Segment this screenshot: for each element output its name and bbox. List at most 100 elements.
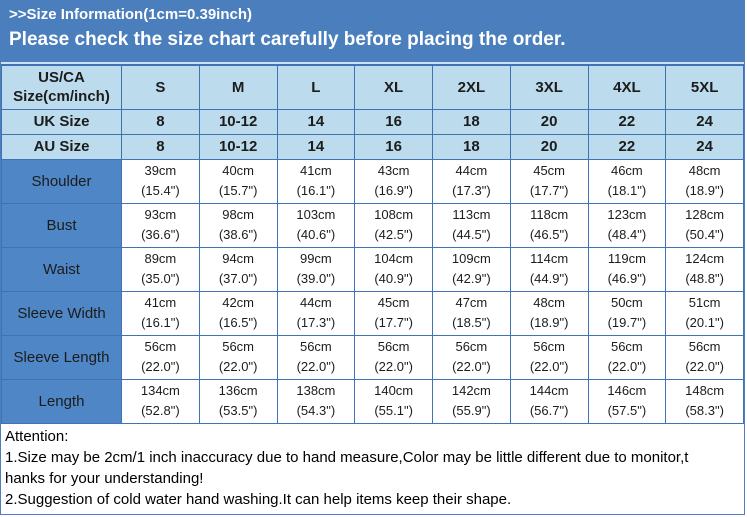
measurement-inch: (48.4") bbox=[607, 227, 647, 242]
measurement-inch: (42.9") bbox=[452, 271, 491, 286]
measurement-cm: 99cm bbox=[299, 251, 332, 266]
measurement-row: Sleeve Length 56cm (22.0") 56cm (22.0") 56cm (… bbox=[1, 334, 744, 380]
measurement-inch: (37.0") bbox=[218, 271, 258, 286]
measurement-cm: 48cm bbox=[533, 295, 566, 310]
measurement-cm: 39cm bbox=[144, 163, 177, 178]
measurement-inch: (15.7") bbox=[218, 183, 258, 198]
measurement-cell: 56cm (22.0") bbox=[354, 334, 433, 380]
measurement-inch: (40.6") bbox=[296, 227, 336, 242]
measurement-cell: 48cm (18.9") bbox=[665, 158, 744, 204]
measurement-cell: 41cm (16.1") bbox=[276, 158, 356, 204]
measurement-cm: 47cm bbox=[455, 295, 488, 310]
size-value-cell: 24 bbox=[665, 108, 744, 135]
measurement-cell: 138cm (54.3") bbox=[276, 378, 356, 424]
measurement-cm: 104cm bbox=[374, 251, 414, 266]
measurement-inch: (35.0") bbox=[141, 271, 180, 286]
measurement-cell: 56cm (22.0") bbox=[665, 334, 744, 380]
measurement-cell: 109cm (42.9") bbox=[432, 246, 511, 292]
measurement-inch: (16.9") bbox=[374, 183, 413, 198]
measurement-cell: 134cm (52.8") bbox=[121, 378, 200, 424]
measurement-inch: (18.9") bbox=[529, 315, 569, 330]
measurement-cm: 114cm bbox=[530, 251, 569, 266]
measurement-inch: (16.1") bbox=[141, 315, 180, 330]
measurement-cm: 42cm bbox=[222, 295, 255, 310]
measurement-inch: (17.7") bbox=[529, 183, 569, 198]
measurement-cell: 45cm (17.7") bbox=[509, 158, 589, 204]
measurement-inch: (19.7") bbox=[607, 315, 647, 330]
measurement-row: Bust 93cm (36.6") 98cm (38.6") 103cm (40.6") 10… bbox=[1, 202, 744, 248]
table-header-row: US/CA Size(cm/inch) S M L XL 2XL 3XL 4XL 5XL bbox=[1, 64, 744, 110]
measurement-cm: 41cm bbox=[299, 163, 332, 178]
measurement-cm: 146cm bbox=[607, 383, 647, 398]
measurement-cm: 56cm bbox=[222, 339, 255, 354]
measurement-cell: 44cm (17.3") bbox=[432, 158, 511, 204]
measurement-inch: (18.1") bbox=[607, 183, 647, 198]
measurement-inch: (20.1") bbox=[685, 315, 724, 330]
measurement-cm: 136cm bbox=[218, 383, 258, 398]
au-size-row: AU Size 8 10-12 14 16 18 20 22 24 bbox=[1, 133, 744, 160]
measurement-cell: 114cm (44.9") bbox=[509, 246, 589, 292]
measurement-cm: 119cm bbox=[607, 251, 646, 266]
measurement-cell: 41cm (16.1") bbox=[121, 290, 200, 336]
measurement-cell: 99cm (39.0") bbox=[276, 246, 356, 292]
measurement-cm: 109cm bbox=[451, 251, 491, 266]
measurement-inch: (22.0") bbox=[607, 359, 647, 374]
measurement-inch: (55.1") bbox=[374, 403, 413, 418]
measurement-cell: 119cm (46.9") bbox=[587, 246, 667, 292]
note-line: 1.Size may be 2cm/1 inch inaccuracy due … bbox=[5, 448, 689, 466]
size-table-body: US/CA Size(cm/inch) S M L XL 2XL 3XL 4XL 5XL UK Si… bbox=[1, 64, 744, 424]
size-value-cell: 20 bbox=[509, 108, 589, 135]
measurement-label: Bust bbox=[1, 202, 122, 248]
measurement-cm: 56cm bbox=[455, 339, 488, 354]
size-value-cell: 10-12 bbox=[198, 108, 278, 135]
size-value-cell: 22 bbox=[587, 108, 667, 135]
measurement-cell: 118cm (46.5") bbox=[509, 202, 589, 248]
measurement-cm: 144cm bbox=[529, 383, 569, 398]
measurement-cell: 123cm (48.4") bbox=[587, 202, 667, 248]
measurement-inch: (40.9") bbox=[374, 271, 413, 286]
banner: >>Size Information(1cm=0.39inch) Please … bbox=[1, 1, 744, 64]
measurement-inch: (53.5") bbox=[218, 403, 258, 418]
size-column-header: M bbox=[198, 64, 278, 110]
banner-size-info-title: >>Size Information(1cm=0.39inch) bbox=[9, 6, 252, 23]
measurement-inch: (17.7") bbox=[374, 315, 413, 330]
size-table: US/CA Size(cm/inch) S M L XL 2XL 3XL 4XL 5XL UK Si… bbox=[1, 64, 744, 424]
measurement-row: Shoulder 39cm (15.4") 40cm (15.7") 41cm (16.1"… bbox=[1, 158, 744, 204]
measurement-inch: (56.7") bbox=[529, 403, 569, 418]
size-value-cell: 18 bbox=[432, 133, 511, 160]
measurement-cm: 103cm bbox=[296, 207, 336, 222]
measurement-cm: 56cm bbox=[299, 339, 332, 354]
size-column-header: S bbox=[121, 64, 200, 110]
measurement-inch: (22.0") bbox=[685, 359, 724, 374]
notes-body: 1.Size may be 2cm/1 inch inaccuracy due … bbox=[5, 447, 740, 510]
measurement-inch: (22.0") bbox=[296, 359, 336, 374]
measurement-cm: 50cm bbox=[610, 295, 643, 310]
size-value-cell: 8 bbox=[121, 108, 200, 135]
measurement-cell: 104cm (40.9") bbox=[354, 246, 433, 292]
measurement-inch: (16.5") bbox=[218, 315, 258, 330]
measurement-cm: 56cm bbox=[533, 339, 566, 354]
measurement-cell: 144cm (56.7") bbox=[509, 378, 589, 424]
measurement-inch: (15.4") bbox=[141, 183, 180, 198]
measurement-cell: 56cm (22.0") bbox=[587, 334, 667, 380]
measurement-label: Waist bbox=[1, 246, 122, 292]
measurement-cm: 118cm bbox=[530, 207, 569, 222]
measurement-inch: (42.5") bbox=[374, 227, 413, 242]
measurement-inch: (18.5") bbox=[452, 315, 491, 330]
measurement-cm: 56cm bbox=[688, 339, 721, 354]
measurement-label: Length bbox=[1, 378, 122, 424]
measurement-cell: 148cm (58.3") bbox=[665, 378, 744, 424]
measurement-cm: 134cm bbox=[140, 383, 180, 398]
size-column-header: 5XL bbox=[665, 64, 744, 110]
measurement-inch: (57.5") bbox=[607, 403, 647, 418]
measurement-label: Shoulder bbox=[1, 158, 122, 204]
measurement-cell: 44cm (17.3") bbox=[276, 290, 356, 336]
size-column-header: 3XL bbox=[509, 64, 589, 110]
uk-size-row-label: UK Size bbox=[1, 108, 122, 135]
measurement-cell: 140cm (55.1") bbox=[354, 378, 433, 424]
note-line: 2.Suggestion of cold water hand washing.… bbox=[5, 490, 512, 508]
measurement-inch: (18.9") bbox=[685, 183, 724, 198]
size-column-header: L bbox=[276, 64, 356, 110]
measurement-cm: 46cm bbox=[610, 163, 643, 178]
measurement-cell: 47cm (18.5") bbox=[432, 290, 511, 336]
